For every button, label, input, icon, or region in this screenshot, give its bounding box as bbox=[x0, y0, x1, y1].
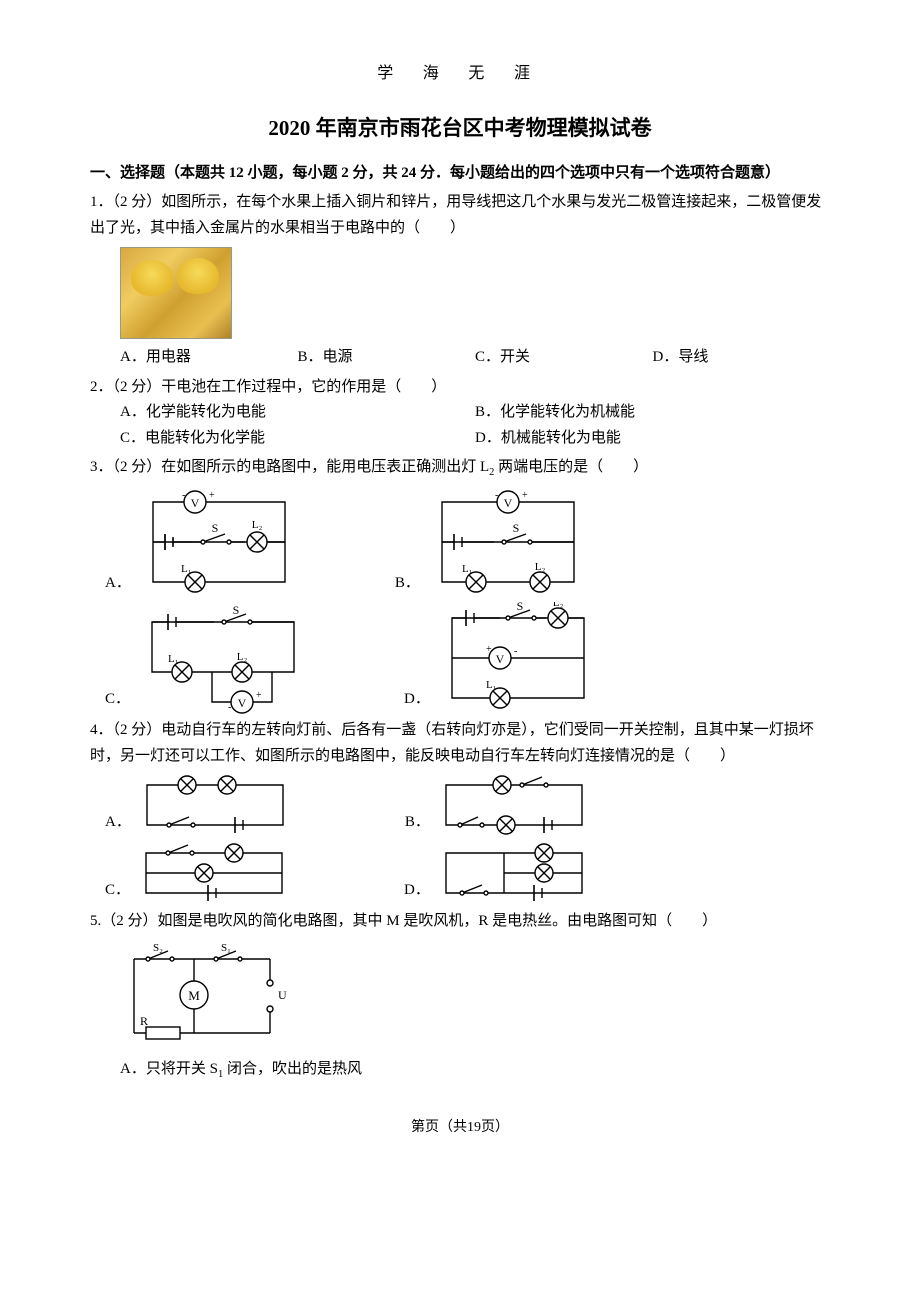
question-1: 1．（2 分）如图所示，在每个水果上插入铜片和锌片，用导线把这几个水果与发光二极… bbox=[90, 190, 830, 371]
question-5: 5.（2 分）如图是电吹风的简化电路图，其中 M 是吹风机，R 是电热丝。由电路… bbox=[90, 909, 830, 1083]
q4-circuit-b bbox=[434, 773, 594, 837]
svg-text:L₁: L₁ bbox=[168, 653, 179, 665]
q5-stem: 5.（2 分）如图是电吹风的简化电路图，其中 M 是吹风机，R 是电热丝。由电路… bbox=[90, 909, 830, 935]
svg-text:+: + bbox=[209, 490, 215, 501]
q4-option-c-label: C． bbox=[105, 878, 134, 906]
q4-circuit-a bbox=[135, 773, 295, 837]
q4-option-d-label: D． bbox=[404, 878, 434, 906]
svg-text:L₂: L₂ bbox=[252, 519, 263, 531]
svg-text:S₂: S₂ bbox=[153, 942, 163, 954]
svg-text:R: R bbox=[140, 1014, 148, 1028]
svg-text:+: + bbox=[486, 644, 492, 655]
q3-option-b-label: B． bbox=[395, 571, 424, 599]
q4-option-b-label: B． bbox=[405, 810, 434, 838]
header-motto: 学 海 无 涯 bbox=[90, 60, 830, 87]
svg-text:V: V bbox=[504, 496, 513, 510]
svg-text:L₁: L₁ bbox=[181, 563, 192, 575]
question-3: 3．（2 分）在如图所示的电路图中，能用电压表正确测出灯 L2 两端电压的是（ … bbox=[90, 455, 830, 714]
q1-option-a: A．用电器 bbox=[120, 345, 298, 371]
page-footer: 第页（共19页） bbox=[90, 1116, 830, 1140]
svg-text:-: - bbox=[514, 646, 517, 657]
q4-circuit-c bbox=[134, 841, 294, 905]
q3-stem: 3．（2 分）在如图所示的电路图中，能用电压表正确测出灯 L2 两端电压的是（ … bbox=[90, 455, 830, 482]
svg-text:L₁: L₁ bbox=[486, 679, 497, 691]
q4-option-a-label: A． bbox=[105, 810, 135, 838]
q1-fruit-battery-photo bbox=[120, 247, 232, 339]
q3-option-d-label: D． bbox=[404, 687, 434, 715]
q5-circuit: U S₂ S₁ M R bbox=[120, 941, 290, 1051]
svg-text:S₁: S₁ bbox=[221, 942, 231, 954]
q1-option-c: C．开关 bbox=[475, 345, 653, 371]
svg-text:U: U bbox=[278, 988, 287, 1002]
svg-text:S: S bbox=[513, 521, 520, 535]
q1-option-b: B．电源 bbox=[298, 345, 476, 371]
q3-circuit-a: V - + S bbox=[135, 486, 305, 598]
svg-text:V: V bbox=[191, 496, 200, 510]
svg-text:L₂: L₂ bbox=[553, 602, 564, 609]
svg-text:-: - bbox=[182, 490, 185, 501]
q1-stem: 1．（2 分）如图所示，在每个水果上插入铜片和锌片，用导线把这几个水果与发光二极… bbox=[90, 190, 830, 241]
question-4: 4．（2 分）电动自行车的左转向灯前、后各有一盏（右转向灯亦是），它们受同一开关… bbox=[90, 718, 830, 905]
q3-circuit-c: S L₁ L₂ V - + bbox=[134, 606, 314, 714]
q2-option-a: A．化学能转化为电能 bbox=[120, 400, 475, 426]
svg-text:S: S bbox=[212, 521, 219, 535]
q2-option-b: B．化学能转化为机械能 bbox=[475, 400, 830, 426]
svg-text:V: V bbox=[496, 652, 505, 666]
q2-stem: 2．（2 分）干电池在工作过程中，它的作用是（ ） bbox=[90, 375, 830, 401]
q3-circuit-d: S L₂ V + - bbox=[434, 602, 604, 714]
q1-option-d: D．导线 bbox=[653, 345, 831, 371]
svg-text:M: M bbox=[188, 988, 200, 1003]
svg-text:-: - bbox=[495, 490, 498, 501]
q3-circuit-b: V - + S bbox=[424, 486, 594, 598]
svg-text:+: + bbox=[256, 690, 262, 701]
svg-text:V: V bbox=[238, 696, 247, 710]
q2-option-d: D．机械能转化为电能 bbox=[475, 426, 830, 452]
exam-title: 2020 年南京市雨花台区中考物理模拟试卷 bbox=[90, 111, 830, 147]
section-1-heading: 一、选择题（本题共 12 小题，每小题 2 分，共 24 分．每小题给出的四个选… bbox=[90, 161, 830, 187]
q4-circuit-d bbox=[434, 841, 594, 905]
q2-option-c: C．电能转化为化学能 bbox=[120, 426, 475, 452]
q5-option-a: A．只将开关 S1 闭合，吹出的是热风 bbox=[90, 1057, 830, 1084]
svg-text:S: S bbox=[517, 602, 524, 613]
q3-option-c-label: C． bbox=[105, 687, 134, 715]
svg-text:L₂: L₂ bbox=[237, 651, 248, 663]
svg-text:S: S bbox=[233, 606, 240, 617]
q3-option-a-label: A． bbox=[105, 571, 135, 599]
q4-stem: 4．（2 分）电动自行车的左转向灯前、后各有一盏（右转向灯亦是），它们受同一开关… bbox=[90, 718, 830, 769]
question-2: 2．（2 分）干电池在工作过程中，它的作用是（ ） A．化学能转化为电能 B．化… bbox=[90, 375, 830, 452]
svg-text:+: + bbox=[522, 490, 528, 501]
svg-text:L₂: L₂ bbox=[535, 561, 546, 573]
svg-text:L₁: L₁ bbox=[462, 563, 473, 575]
svg-text:-: - bbox=[228, 702, 231, 713]
